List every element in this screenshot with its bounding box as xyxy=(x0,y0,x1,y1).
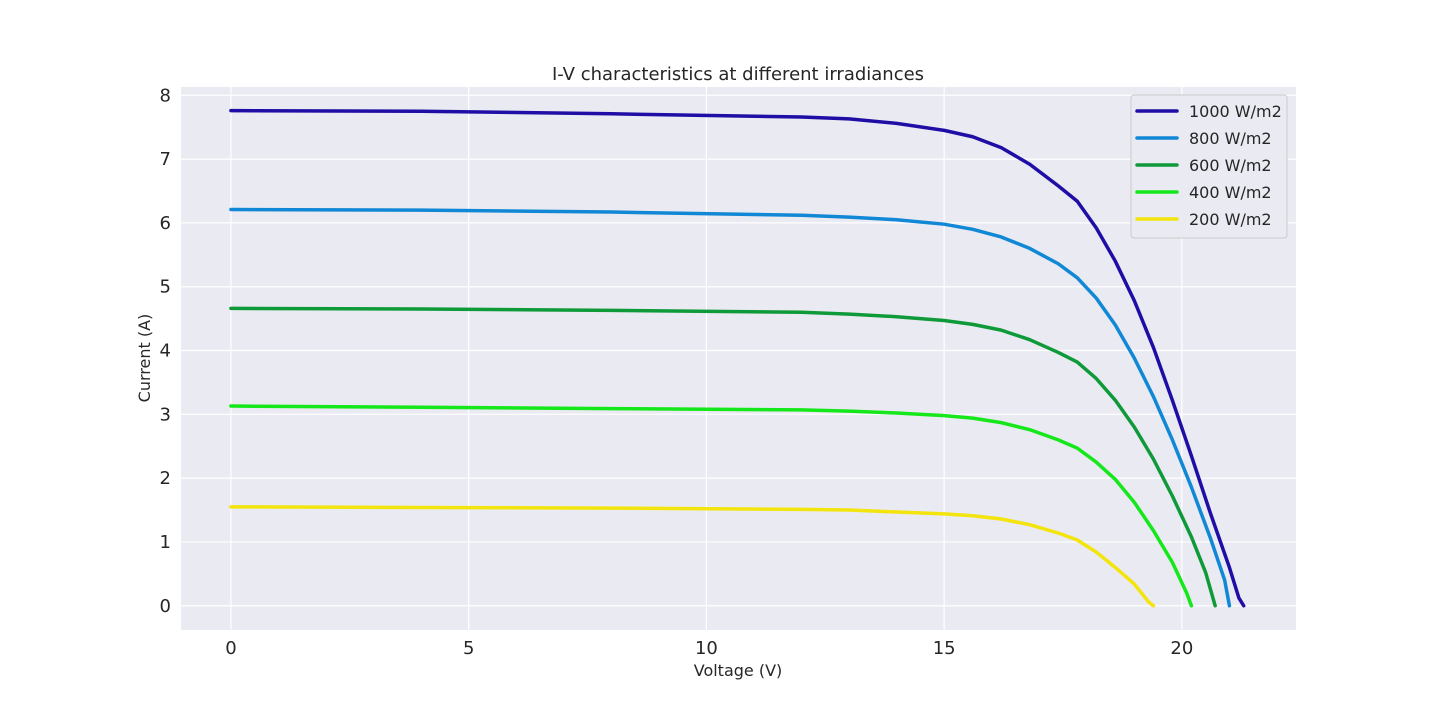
legend-entry: 600 W/m2 xyxy=(1189,156,1272,175)
y-axis-ticks: 0 1 2 3 4 5 6 7 8 xyxy=(160,85,171,616)
legend-entry: 800 W/m2 xyxy=(1189,129,1272,148)
x-tick-label: 10 xyxy=(695,638,718,659)
x-tick-label: 5 xyxy=(463,638,474,659)
series-line-1 xyxy=(229,207,1232,608)
y-tick-label: 7 xyxy=(160,149,171,170)
legend: 1000 W/m2 800 W/m2 600 W/m2 400 W/m2 200 W/m… xyxy=(1130,94,1288,239)
x-tick-label: 20 xyxy=(1170,638,1193,659)
series-line-0 xyxy=(229,108,1246,608)
y-tick-label: 1 xyxy=(160,532,171,553)
series-line-2 xyxy=(229,306,1217,608)
y-tick-label: 6 xyxy=(160,213,171,234)
y-tick-label: 4 xyxy=(160,341,171,362)
y-tick-label: 0 xyxy=(160,596,171,617)
plot-area xyxy=(181,87,1296,630)
x-tick-label: 0 xyxy=(225,638,236,659)
legend-entry: 1000 W/m2 xyxy=(1189,102,1282,121)
y-tick-label: 8 xyxy=(160,85,171,106)
series-line-4 xyxy=(229,505,1156,608)
legend-entry: 400 W/m2 xyxy=(1189,183,1272,202)
x-axis-label: Voltage (V) xyxy=(694,661,783,680)
y-tick-label: 5 xyxy=(160,277,171,298)
grid xyxy=(181,87,1296,630)
series-lines xyxy=(229,108,1246,608)
x-axis-ticks: 0 5 10 15 20 xyxy=(225,638,1193,659)
y-axis-label: Current (A) xyxy=(135,314,154,403)
series-line-3 xyxy=(229,404,1194,608)
chart-title: I-V characteristics at different irradia… xyxy=(552,64,924,85)
legend-entry: 200 W/m2 xyxy=(1189,210,1272,229)
y-tick-label: 2 xyxy=(160,468,171,489)
y-tick-label: 3 xyxy=(160,404,171,425)
legend-box xyxy=(1130,94,1288,239)
x-tick-label: 15 xyxy=(933,638,956,659)
